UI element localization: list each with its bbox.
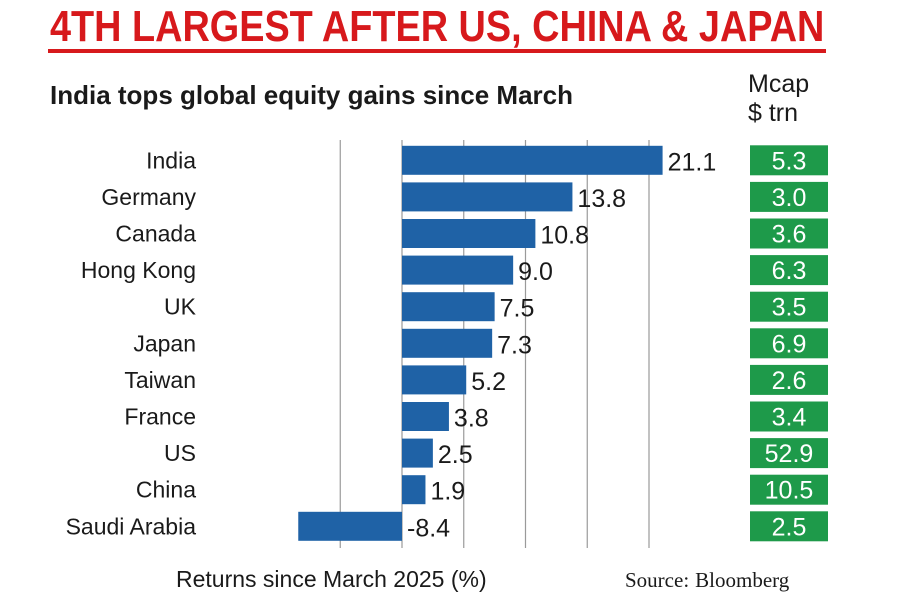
- mcap-box: [750, 218, 828, 249]
- mcap-header-line2: $ trn: [748, 99, 799, 127]
- category-label: Japan: [133, 330, 196, 356]
- mcap-box: [750, 401, 828, 432]
- bar: [402, 402, 449, 431]
- mcap-value: 2.5: [772, 513, 807, 541]
- data-label: 10.8: [540, 222, 589, 250]
- data-label: 7.3: [497, 331, 532, 359]
- chart-subtitle: India tops global equity gains since Mar…: [50, 80, 573, 110]
- mcap-box: [750, 364, 828, 395]
- category-label: India: [146, 147, 196, 173]
- mcap-box: [750, 438, 828, 469]
- mcap-column-header: Mcap $ trn: [748, 70, 828, 128]
- data-label: 7.5: [500, 295, 535, 323]
- mcap-value: 2.6: [772, 367, 807, 395]
- mcap-value: 52.9: [765, 440, 814, 468]
- mcap-value: 3.6: [772, 221, 807, 249]
- data-label: 3.8: [454, 405, 489, 433]
- data-label: 2.5: [438, 441, 473, 469]
- mcap-box: [750, 511, 828, 542]
- bar: [298, 511, 402, 541]
- mcap-value: 10.5: [765, 477, 814, 505]
- category-label: China: [136, 477, 196, 503]
- bar: [402, 182, 573, 212]
- mcap-box: [750, 181, 828, 212]
- bar: [402, 145, 663, 175]
- category-label: Saudi Arabia: [66, 513, 197, 539]
- bar: [402, 255, 514, 285]
- data-label: 21.1: [668, 148, 717, 176]
- data-label: 9.0: [518, 258, 553, 286]
- bar: [402, 475, 426, 505]
- data-label: 13.8: [577, 185, 626, 213]
- category-label: UK: [164, 294, 197, 320]
- mcap-value: 5.3: [772, 147, 807, 175]
- headline: 4TH LARGEST AFTER US, CHINA & JAPAN: [50, 2, 825, 51]
- mcap-box: [750, 145, 828, 176]
- x-axis-label: Returns since March 2025 (%): [176, 566, 487, 592]
- mcap-value: 6.9: [772, 330, 807, 358]
- data-label: 1.9: [430, 478, 465, 506]
- source-credit: Source: Bloomberg: [625, 567, 789, 593]
- category-label: Taiwan: [124, 367, 196, 393]
- data-label: 5.2: [471, 368, 506, 396]
- category-label: Germany: [101, 184, 196, 210]
- category-label: France: [124, 404, 196, 430]
- bar: [402, 438, 433, 468]
- bar: [402, 219, 536, 248]
- source-name: Bloomberg: [695, 568, 790, 592]
- headline-rule: [48, 49, 826, 53]
- mcap-box: [750, 291, 828, 322]
- bar: [402, 328, 493, 358]
- mcap-box: [750, 328, 828, 359]
- mcap-box: [750, 255, 828, 286]
- source-label: Source:: [625, 568, 690, 592]
- mcap-value: 3.4: [772, 404, 807, 432]
- mcap-box: [750, 474, 828, 505]
- mcap-header-line1: Mcap: [748, 70, 810, 98]
- category-label: Canada: [115, 221, 196, 247]
- mcap-value: 3.0: [772, 184, 807, 212]
- category-label: US: [164, 440, 196, 466]
- mcap-value: 6.3: [772, 257, 807, 285]
- category-label: Hong Kong: [81, 257, 196, 283]
- mcap-value: 3.5: [772, 294, 807, 322]
- bar: [402, 292, 495, 322]
- bar: [402, 365, 467, 395]
- data-label: -8.4: [407, 514, 450, 542]
